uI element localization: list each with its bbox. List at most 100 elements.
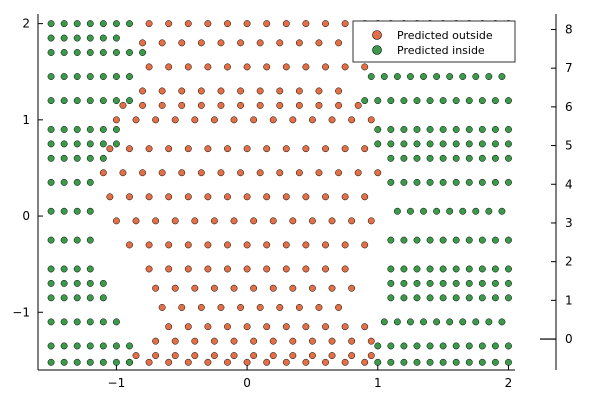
point-outside — [191, 217, 199, 225]
point-outside — [335, 39, 343, 47]
point-inside — [99, 154, 107, 162]
point-inside — [99, 279, 107, 287]
point-inside — [491, 126, 499, 133]
point-inside — [86, 318, 94, 326]
point-inside — [73, 178, 81, 186]
point-inside — [73, 73, 81, 80]
point-outside — [295, 101, 303, 109]
point-inside — [505, 178, 512, 186]
point-inside — [407, 73, 414, 80]
point-inside — [374, 140, 382, 148]
point-outside — [243, 193, 251, 201]
point-outside — [165, 63, 173, 71]
x-tick-label: 2 — [505, 376, 513, 390]
point-inside — [393, 73, 401, 80]
point-inside — [73, 140, 81, 148]
point-inside — [112, 97, 120, 105]
point-inside — [60, 20, 68, 28]
point-inside — [452, 358, 460, 366]
point-inside — [387, 279, 395, 287]
point-inside — [478, 126, 486, 133]
point-outside — [282, 265, 290, 273]
point-inside — [420, 318, 427, 326]
point-inside — [387, 342, 395, 350]
point-outside — [289, 352, 297, 360]
point-inside — [60, 154, 68, 162]
point-outside — [132, 352, 140, 360]
legend-label-outside: Predicted outside — [397, 29, 493, 42]
point-outside — [282, 20, 290, 28]
point-inside — [60, 126, 68, 133]
point-outside — [171, 116, 179, 124]
point-outside — [263, 193, 271, 201]
point-outside — [165, 241, 173, 249]
point-inside — [60, 279, 68, 287]
point-inside — [426, 236, 434, 244]
point-outside — [341, 241, 349, 249]
point-inside — [413, 97, 421, 105]
point-outside — [145, 358, 153, 366]
point-outside — [204, 193, 212, 201]
point-inside — [446, 207, 454, 215]
x-tick-label: −1 — [108, 376, 126, 390]
point-outside — [315, 169, 323, 177]
point-outside — [139, 101, 147, 109]
point-inside — [126, 20, 133, 28]
point-outside — [322, 323, 329, 331]
y2-tick-label: 8 — [565, 22, 573, 36]
point-inside — [60, 73, 68, 80]
point-outside — [197, 101, 205, 109]
point-inside — [426, 279, 434, 287]
point-inside — [439, 265, 447, 273]
point-outside — [204, 63, 212, 71]
point-inside — [400, 126, 408, 133]
point-outside — [145, 241, 153, 249]
point-outside — [152, 284, 160, 292]
point-inside — [465, 154, 473, 162]
point-outside — [308, 337, 316, 345]
point-inside — [452, 178, 460, 186]
point-inside — [374, 126, 382, 133]
point-inside — [387, 358, 395, 366]
point-outside — [224, 63, 231, 71]
point-inside — [452, 279, 460, 287]
point-outside — [322, 241, 329, 249]
point-inside — [60, 265, 68, 273]
point-outside — [158, 169, 166, 177]
point-inside — [73, 97, 81, 105]
point-inside — [491, 342, 499, 350]
point-inside — [367, 73, 375, 80]
point-inside — [387, 178, 395, 186]
point-outside — [210, 217, 218, 225]
point-outside — [348, 352, 356, 360]
point-inside — [400, 97, 408, 105]
point-inside — [86, 97, 94, 105]
point-outside — [178, 87, 186, 95]
y-tick-label: 1 — [22, 113, 30, 127]
point-inside — [413, 236, 421, 244]
point-outside — [302, 63, 310, 71]
point-inside — [465, 265, 473, 273]
point-inside — [60, 358, 68, 366]
point-inside — [491, 140, 499, 148]
point-inside — [47, 34, 55, 42]
point-outside — [302, 323, 310, 331]
point-outside — [308, 217, 316, 225]
point-inside — [505, 140, 512, 148]
point-outside — [178, 169, 186, 177]
point-outside — [132, 116, 140, 124]
point-outside — [184, 20, 192, 28]
point-outside — [276, 39, 284, 47]
point-outside — [184, 265, 192, 273]
point-inside — [452, 154, 460, 162]
x-tick-label: 1 — [374, 376, 382, 390]
point-outside — [282, 241, 290, 249]
point-outside — [152, 337, 160, 345]
point-inside — [86, 236, 94, 244]
y-tick-label: −1 — [12, 305, 30, 319]
point-inside — [433, 318, 441, 326]
point-inside — [459, 318, 467, 326]
point-inside — [112, 358, 120, 366]
point-inside — [86, 126, 94, 133]
